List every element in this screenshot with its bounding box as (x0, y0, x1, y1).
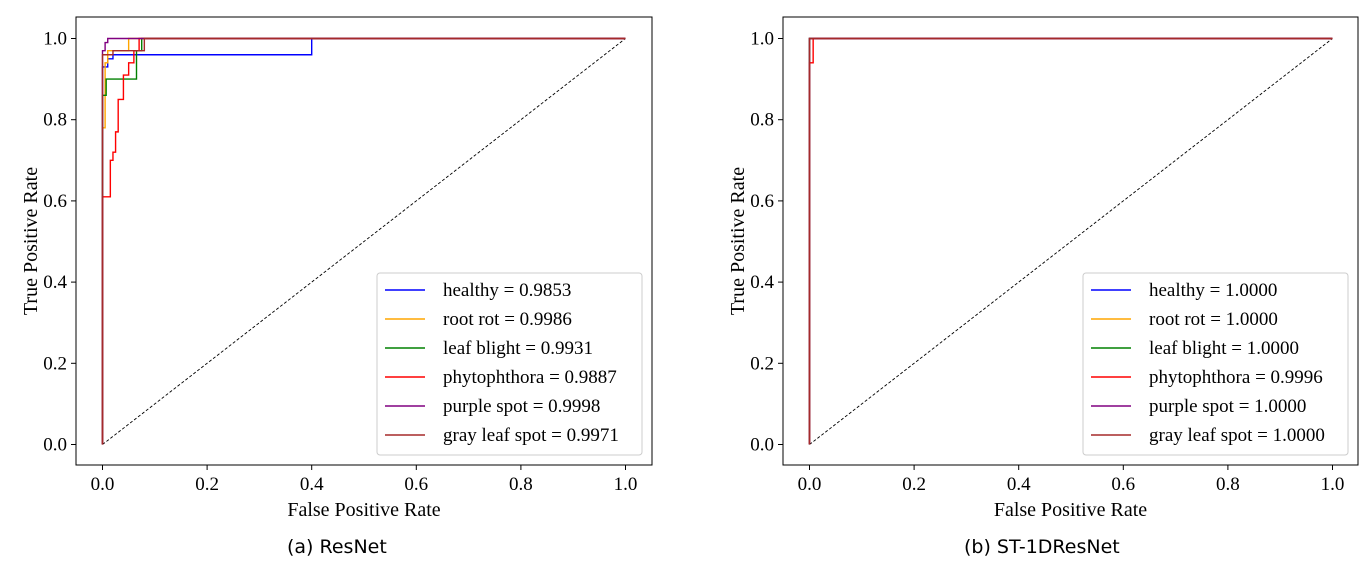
legend: healthy = 0.9853 root rot = 0.9986 leaf bl… (376, 272, 643, 456)
legend-entry-phytophthora: phytophthora = 0.9996 (1149, 367, 1323, 388)
x-tick-label: 0.0 (798, 474, 822, 495)
diagonal-reference-line (809, 38, 1333, 445)
legend-entry-purple-spot: purple spot = 1.0000 (1149, 396, 1306, 417)
diagonal-reference-line (102, 38, 626, 445)
legend-box (376, 272, 643, 456)
chart-panel-st-1dresnet: 0.0 0.2 0.4 0.6 0.8 1.0 0.0 0.2 0.4 0.6 0.8 1.0 Fals… (706, 0, 1366, 561)
x-tick-label: 0.0 (91, 474, 115, 495)
x-tick-label: 0.4 (1007, 474, 1031, 495)
legend: healthy = 1.0000 root rot = 1.0000 leaf bl… (1082, 272, 1349, 456)
y-axis-label: True Positive Rate (727, 167, 749, 315)
y-tick-label: 0.6 (43, 191, 67, 212)
y-axis-label: True Positive Rate (20, 167, 42, 315)
legend-entry-healthy: healthy = 1.0000 (1149, 280, 1277, 301)
x-axis-label: False Positive Rate (994, 499, 1147, 521)
y-tick-label: 0.6 (750, 191, 774, 212)
y-tick-label: 0.8 (750, 110, 774, 131)
x-tick-label: 1.0 (614, 474, 638, 495)
roc-line-purple-spot (101, 37, 626, 445)
roc-line-root-rot (101, 37, 626, 445)
legend-entry-leaf-blight: leaf blight = 1.0000 (1149, 338, 1299, 359)
y-tick-label: 1.0 (750, 29, 774, 50)
legend-entry-gray-leaf-spot: gray leaf spot = 1.0000 (1149, 425, 1325, 446)
y-tick-label: 0.4 (43, 272, 67, 293)
axes-frame (75, 16, 653, 466)
legend-entry-leaf-blight: leaf blight = 0.9931 (443, 338, 593, 359)
legend-entry-phytophthora: phytophthora = 0.9887 (443, 367, 617, 388)
x-tick-label: 0.8 (509, 474, 533, 495)
caption-st-1dresnet: (b) ST-1DResNet (964, 536, 1120, 558)
y-tick-label: 0.2 (750, 353, 774, 374)
y-tick-label: 0.0 (43, 435, 67, 456)
y-tick-label: 0.0 (750, 435, 774, 456)
caption-resnet: (a) ResNet (287, 536, 387, 558)
y-tick-label: 0.8 (43, 110, 67, 131)
x-tick-label: 0.4 (300, 474, 324, 495)
roc-chart-resnet: 0.0 0.2 0.4 0.6 0.8 1.0 0.0 0.2 0.4 0.6 0.8 1.0 Fals… (20, 16, 653, 521)
x-tick-label: 0.2 (195, 474, 219, 495)
y-tick-label: 0.4 (750, 272, 774, 293)
roc-line-gray-leaf-spot (101, 37, 626, 445)
x-tick-label: 0.8 (1216, 474, 1240, 495)
legend-entry-root-rot: root rot = 0.9986 (443, 309, 572, 330)
legend-entry-healthy: healthy = 0.9853 (443, 280, 571, 301)
roc-line-gray-leaf-spot (808, 37, 1333, 445)
roc-chart-st-1dresnet: 0.0 0.2 0.4 0.6 0.8 1.0 0.0 0.2 0.4 0.6 0.8 1.0 Fals… (727, 16, 1359, 521)
roc-line-healthy (101, 37, 626, 445)
legend-box (1082, 272, 1349, 456)
legend-entry-root-rot: root rot = 1.0000 (1149, 309, 1278, 330)
x-tick-label: 0.6 (1111, 474, 1135, 495)
axes-frame (782, 16, 1359, 466)
x-axis-label: False Positive Rate (287, 499, 440, 521)
legend-entry-purple-spot: purple spot = 0.9998 (443, 396, 600, 417)
legend-entry-gray-leaf-spot: gray leaf spot = 0.9971 (443, 425, 619, 446)
x-tick-label: 1.0 (1321, 474, 1345, 495)
y-tick-label: 1.0 (43, 29, 67, 50)
x-tick-label: 0.2 (902, 474, 926, 495)
y-tick-label: 0.2 (43, 353, 67, 374)
chart-panel-resnet: 0.0 0.2 0.4 0.6 0.8 1.0 0.0 0.2 0.4 0.6 0.8 1.0 Fals… (20, 16, 653, 521)
x-tick-label: 0.6 (404, 474, 428, 495)
